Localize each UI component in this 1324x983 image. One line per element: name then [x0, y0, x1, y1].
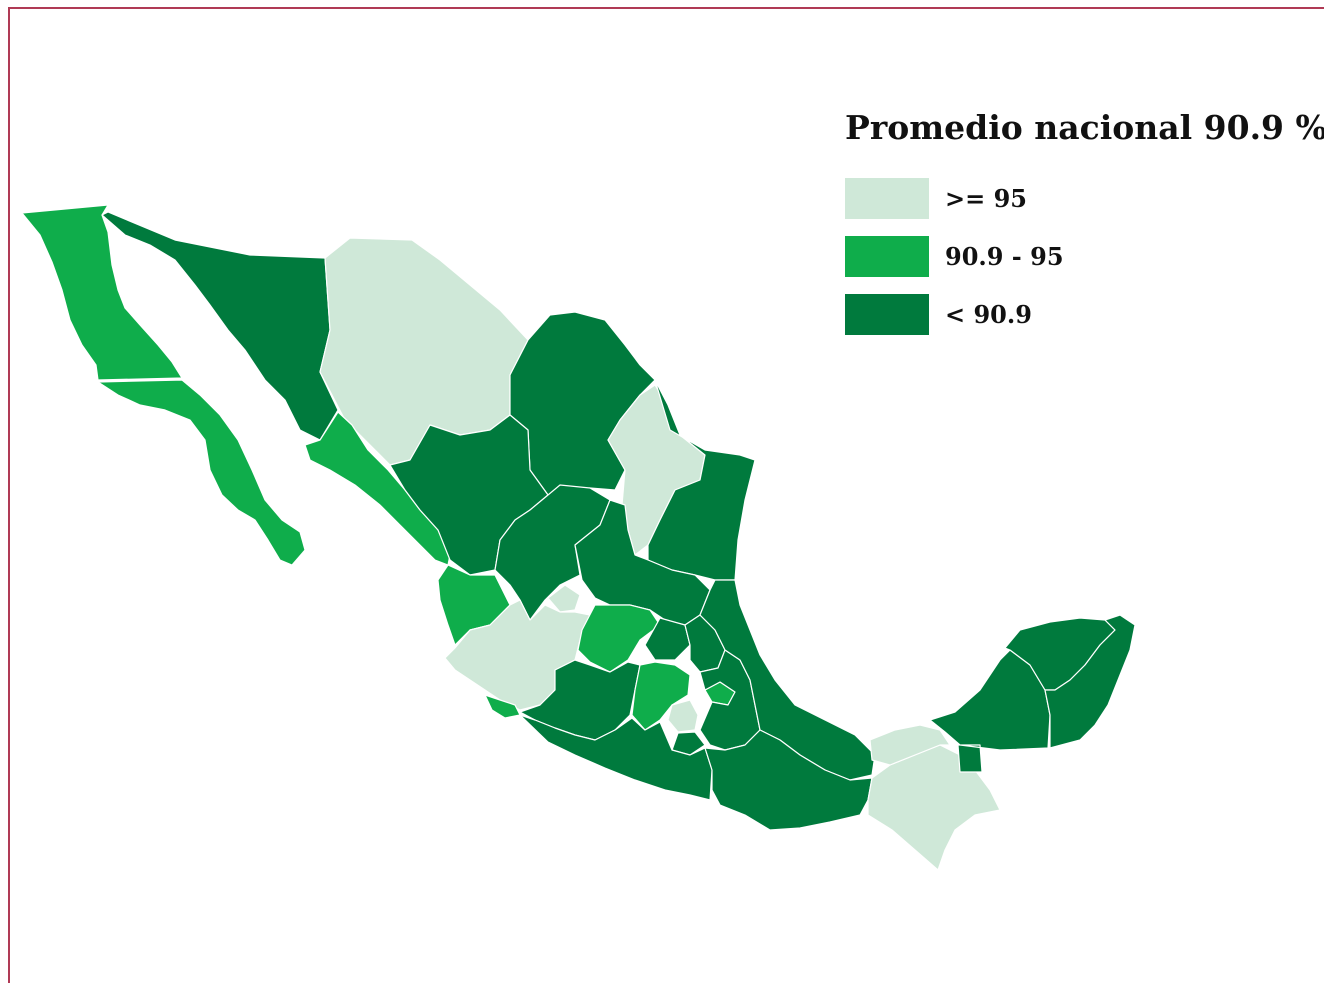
legend-swatch-mid	[845, 236, 929, 277]
legend-label-high: >= 95	[945, 184, 1027, 213]
state-tabasco[interactable]	[869, 724, 951, 766]
map-legend: >= 95 90.9 - 95 < 90.9	[845, 178, 1064, 352]
state-sonora[interactable]	[101, 211, 339, 441]
state-guanajuato[interactable]	[577, 604, 661, 673]
state-cdmx[interactable]	[667, 699, 699, 733]
legend-item-low: < 90.9	[845, 294, 1064, 335]
state-baja-california[interactable]	[21, 204, 183, 381]
legend-item-mid: 90.9 - 95	[845, 236, 1064, 277]
legend-label-mid: 90.9 - 95	[945, 242, 1064, 271]
state-morelos[interactable]	[671, 731, 706, 756]
legend-label-low: < 90.9	[945, 300, 1032, 329]
state-aguascalientes[interactable]	[547, 584, 581, 613]
legend-item-high: >= 95	[845, 178, 1064, 219]
legend-swatch-low	[845, 294, 929, 335]
legend-title: Promedio nacional 90.9 %	[845, 108, 1324, 147]
state-sinaloa[interactable]	[304, 411, 451, 566]
state-quintana-roo[interactable]	[1044, 614, 1136, 749]
page-frame	[8, 7, 1324, 983]
legend-swatch-high	[845, 178, 929, 219]
state-baja-california-sur[interactable]	[97, 379, 306, 566]
state-guerrero[interactable]	[519, 714, 713, 801]
